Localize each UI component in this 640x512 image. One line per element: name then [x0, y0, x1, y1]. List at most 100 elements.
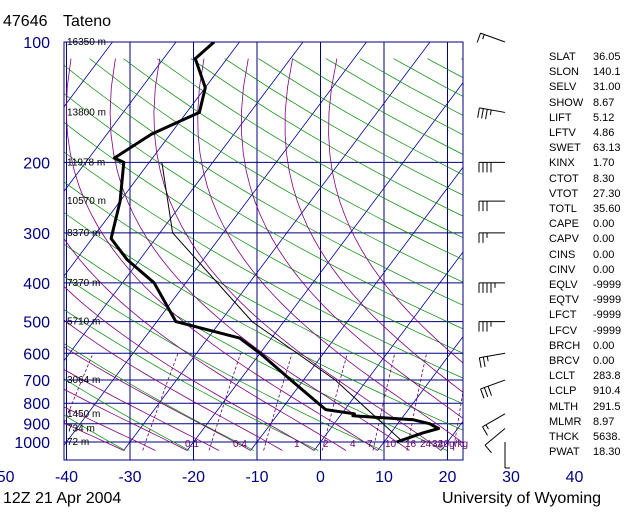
temperature-tick-label: 20: [439, 469, 457, 486]
pressure-tick-label: 800: [23, 396, 50, 413]
height-label: 11978 m: [67, 157, 105, 168]
moist-adiabat-line: [65, 58, 378, 451]
index-value: 1.70: [593, 157, 615, 170]
index-value: 283.8: [593, 370, 621, 383]
index-row: MLTH 291.5: [549, 401, 631, 416]
wind-barb-staff: [482, 413, 506, 428]
moist-adiabat-line: [64, 238, 347, 451]
index-name: SLON: [549, 66, 579, 79]
index-value: 18.30: [593, 446, 621, 459]
index-name: SHOW: [549, 96, 584, 109]
index-row: SELV 31.00: [549, 81, 631, 96]
temperature-tick-label: -30: [118, 469, 141, 486]
index-name: LFCT: [549, 309, 577, 322]
dry-adiabat-line: [64, 151, 463, 379]
wind-barb-flag: [484, 444, 492, 454]
isotherm-line: [64, 42, 113, 108]
mixing-ratio-line: [208, 353, 242, 451]
moist-adiabat-line: [197, 58, 463, 444]
index-row: CAPE 0.00: [549, 218, 631, 233]
index-value: 0.00: [593, 248, 615, 261]
index-value: -9999: [593, 324, 622, 337]
plot-frame: [63, 41, 464, 461]
chart-curves: [109, 42, 441, 444]
index-value: -9999: [593, 294, 622, 307]
wind-barb-staff: [480, 32, 506, 43]
height-label: 5710 m: [67, 317, 100, 328]
index-value: 5638.: [593, 431, 621, 443]
wind-barb-staff: [480, 379, 506, 390]
index-name: SELV: [549, 81, 577, 94]
moist-adiabat-line: [240, 58, 463, 419]
dry-adiabat-line: [0, 59, 61, 451]
index-name: CTOT: [549, 172, 579, 185]
wind-barb-icon: [478, 352, 506, 368]
index-name: LIFT: [549, 111, 572, 124]
mixing-ratio-label: 7: [367, 439, 373, 450]
wind-barb-icon: [476, 32, 506, 43]
wind-barb-flag: [483, 387, 489, 398]
index-row: LFCT -9999: [549, 309, 631, 324]
index-row: THCK 5638.: [549, 431, 631, 446]
mixing-ratio-line: [495, 353, 509, 450]
index-name: KINX: [549, 157, 575, 170]
index-value: -9999: [593, 309, 622, 322]
height-label: 734 m: [67, 423, 95, 434]
wind-barb-flag: [478, 357, 482, 368]
moist-adiabat-line: [64, 319, 283, 451]
index-name: SLAT: [549, 51, 576, 63]
index-name: VTOT: [549, 187, 579, 200]
pressure-tick-label: 700: [23, 373, 50, 390]
wind-barbs: [476, 32, 510, 469]
wind-barb-half-flag: [486, 356, 489, 362]
index-name: BRCH: [549, 339, 581, 352]
height-label: 7370 m: [67, 278, 100, 289]
dry-adiabat-line: [64, 212, 463, 431]
parcel-path-line: [161, 162, 404, 443]
index-row: BRCH 0.00: [549, 340, 631, 355]
index-row: LFTV 4.86: [549, 127, 631, 142]
temperature-tick-label: -20: [182, 469, 205, 486]
index-row: CINS 0.00: [549, 249, 631, 264]
index-name: LFTV: [549, 127, 576, 139]
index-row: BRCV 0.00: [549, 355, 631, 370]
moist-adiabat-line: [64, 406, 156, 451]
pressure-tick-label: 1000: [14, 435, 50, 452]
temperature-sounding-line: [109, 42, 441, 444]
temperature-tick-label: -50: [0, 469, 15, 486]
wind-barb-flag: [476, 32, 482, 43]
wind-barb-flag: [482, 426, 488, 436]
mixing-ratio-line: [142, 353, 179, 451]
index-row: MLMR 8.97: [549, 416, 631, 431]
wind-barb-icon: [478, 282, 505, 293]
isotherm-line: [632, 42, 640, 451]
temperature-tick-label: -10: [245, 469, 268, 486]
height-label: 10570 m: [67, 196, 106, 207]
index-row: SHOW 8.67: [549, 97, 631, 112]
index-name: MLTH: [549, 400, 579, 413]
index-value: 140.1: [593, 66, 621, 79]
index-row: LCLT 283.8: [549, 370, 631, 385]
index-name: CAPV: [549, 233, 579, 246]
mixing-ratio-label: 16: [405, 439, 417, 450]
index-value: 8.30: [593, 172, 615, 185]
index-value: 8.67: [593, 96, 615, 109]
index-name: SWET: [549, 142, 581, 155]
station-name: Tateno: [63, 13, 112, 30]
wind-barb-icon: [478, 321, 505, 332]
index-name: LCLT: [549, 370, 576, 383]
moist-adiabat-line: [284, 58, 463, 393]
index-name: EQLV: [549, 279, 578, 291]
wind-barb-half-flag: [485, 424, 489, 430]
wind-barb-half-flag: [489, 109, 492, 116]
isotherm-line: [440, 420, 463, 451]
index-row: TOTL 35.60: [549, 203, 631, 218]
wind-barb-flag: [477, 107, 480, 118]
index-value: -9999: [593, 279, 622, 291]
mixing-ratio-label: 0.1: [185, 439, 199, 450]
pressure-tick-label: 900: [23, 417, 50, 434]
moist-adiabat-line: [328, 58, 463, 364]
moist-adiabat-line: [64, 369, 220, 451]
wind-barb-half-flag: [482, 34, 485, 40]
